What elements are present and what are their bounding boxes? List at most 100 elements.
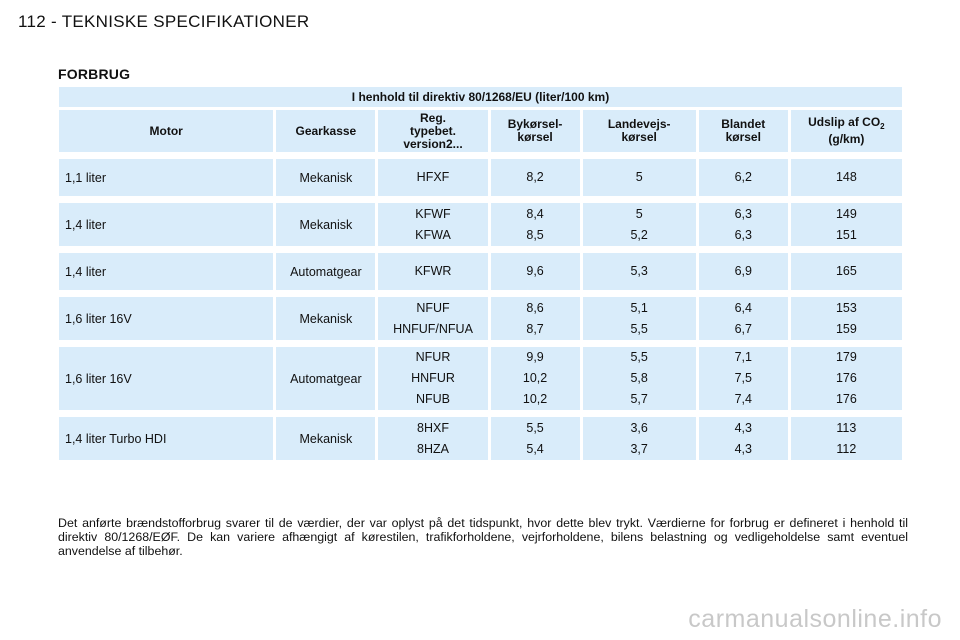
- cell-motor: 1,4 liter Turbo HDI: [59, 417, 274, 460]
- cell-co2-value: 112: [836, 441, 857, 456]
- cell-gearkasse: Mekanisk: [276, 159, 376, 196]
- cell-land-value: 5,3: [630, 264, 648, 278]
- cell-reg: NFUR HNFUR NFUB: [378, 347, 488, 410]
- cell-by-value: 8,7: [526, 321, 544, 336]
- cell-by-value: 8,6: [526, 300, 544, 315]
- cell-blandet-value: 6,3: [734, 206, 752, 221]
- cell-co2: 153 159: [790, 297, 902, 340]
- cell-land-value: 5,2: [630, 227, 648, 242]
- cell-blandet-value: 6,9: [734, 264, 752, 278]
- cell-co2-value: 151: [835, 227, 857, 242]
- cell-motor: 1,1 liter: [59, 159, 274, 196]
- cell-co2-value: 159: [835, 321, 857, 336]
- cell-co2-value: 149: [835, 206, 857, 221]
- cell-blandet-value: 4,3: [734, 441, 752, 456]
- cell-blandet-value: 7,1: [734, 350, 752, 364]
- cell-co2: 179 176 176: [790, 347, 902, 410]
- cell-motor: 1,6 liter 16V: [59, 297, 274, 340]
- footnote: Det anførte brændstofforbrug svarer til …: [58, 516, 908, 558]
- cell-co2: 165: [790, 253, 902, 290]
- cell-blandet-value: 7,5: [734, 371, 752, 385]
- cell-land-value: 5: [635, 206, 643, 221]
- header-landevejs: Landevejs- kørsel: [582, 110, 696, 152]
- cell-blandet-value: 6,3: [734, 227, 752, 242]
- cell-reg-value: HNFUF/NFUA: [393, 321, 473, 336]
- cell-reg: KFWF KFWA: [378, 203, 488, 246]
- cell-by: 8,2: [490, 159, 580, 196]
- cell-land-value: 5: [635, 170, 643, 184]
- cell-motor: 1,4 liter: [59, 253, 274, 290]
- cell-land: 5 5,2: [582, 203, 696, 246]
- watermark: carmanualsonline.info: [688, 605, 942, 633]
- cell-by-value: 10,2: [522, 392, 548, 406]
- cell-land-value: 5,5: [630, 321, 648, 336]
- cell-land: 5,1 5,5: [582, 297, 696, 340]
- cell-motor: 1,6 liter 16V: [59, 347, 274, 410]
- cell-blandet-value: 6,4: [734, 300, 752, 315]
- cell-by-value: 8,5: [526, 227, 544, 242]
- cell-co2-value: 176: [835, 371, 857, 385]
- cell-reg: NFUF HNFUF/NFUA: [378, 297, 488, 340]
- cell-land-value: 5,1: [630, 300, 648, 315]
- cell-blandet-value: 6,2: [734, 170, 752, 184]
- header-motor: Motor: [59, 110, 274, 152]
- cell-blandet: 7,1 7,5 7,4: [698, 347, 788, 410]
- cell-reg: 8HXF 8HZA: [378, 417, 488, 460]
- cell-blandet: 6,2: [698, 159, 788, 196]
- cell-reg: KFWR: [378, 253, 488, 290]
- cell-by-value: 9,6: [526, 264, 544, 278]
- cell-reg-value: KFWF: [415, 206, 451, 221]
- cell-by: 9,6: [490, 253, 580, 290]
- cell-blandet-value: 7,4: [734, 392, 752, 406]
- header-bykorsel: Bykørsel- kørsel: [490, 110, 580, 152]
- cell-reg-value: HFXF: [416, 170, 450, 184]
- cell-motor: 1,4 liter: [59, 203, 274, 246]
- cell-gearkasse: Automatgear: [276, 253, 376, 290]
- cell-land-value: 5,7: [630, 392, 648, 406]
- table-row: 1,6 liter 16V Mekanisk NFUF HNFUF/NFUA 8,6 8,…: [59, 297, 902, 340]
- header-udslip-sub: 2: [880, 122, 885, 131]
- cell-blandet: 6,3 6,3: [698, 203, 788, 246]
- cell-blandet-value: 4,3: [734, 420, 752, 435]
- table-caption: I henhold til direktiv 80/1268/EU (liter…: [59, 87, 902, 107]
- cell-by: 8,4 8,5: [490, 203, 580, 246]
- cell-land: 5,5 5,8 5,7: [582, 347, 696, 410]
- cell-reg-value: NFUB: [415, 392, 451, 406]
- table-row: 1,4 liter Automatgear KFWR 9,6 5,3 6,9 165: [59, 253, 902, 290]
- page-title: 112 - TEKNISKE SPECIFIKATIONER: [18, 12, 310, 31]
- cell-reg-value: HNFUR: [411, 371, 455, 385]
- cell-land: 5,3: [582, 253, 696, 290]
- table-header-row: Motor Gearkasse Reg. typebet. version2..…: [59, 110, 902, 152]
- cell-co2: 148: [790, 159, 902, 196]
- cell-by-value: 8,4: [526, 206, 544, 221]
- cell-gearkasse: Mekanisk: [276, 417, 376, 460]
- cell-reg-value: 8HXF: [417, 420, 449, 435]
- cell-gearkasse: Automatgear: [276, 347, 376, 410]
- cell-co2: 149 151: [790, 203, 902, 246]
- cell-blandet: 6,9: [698, 253, 788, 290]
- cell-gearkasse: Mekanisk: [276, 203, 376, 246]
- cell-co2-value: 153: [835, 300, 857, 315]
- table-caption-row: I henhold til direktiv 80/1268/EU (liter…: [59, 87, 902, 107]
- cell-by-value: 5,4: [526, 441, 544, 456]
- cell-co2: 113 112: [790, 417, 902, 460]
- cell-blandet-value: 6,7: [734, 321, 752, 336]
- cell-co2-value: 148: [835, 170, 857, 184]
- cell-co2-value: 113: [836, 420, 857, 435]
- cell-land: 5: [582, 159, 696, 196]
- cell-land-value: 5,5: [630, 350, 648, 364]
- cell-reg-value: 8HZA: [417, 441, 449, 456]
- cell-by-value: 10,2: [522, 371, 548, 385]
- cell-by-value: 5,5: [526, 420, 544, 435]
- header-gearkasse: Gearkasse: [276, 110, 376, 152]
- cell-land-value: 5,8: [630, 371, 648, 385]
- cell-land-value: 3,6: [630, 420, 648, 435]
- table-row: 1,1 liter Mekanisk HFXF 8,2 5 6,2 148: [59, 159, 902, 196]
- cell-blandet: 4,3 4,3: [698, 417, 788, 460]
- cell-reg: HFXF: [378, 159, 488, 196]
- cell-by-value: 8,2: [526, 170, 544, 184]
- cell-reg-value: KFWA: [415, 227, 451, 242]
- cell-by-value: 9,9: [526, 350, 544, 364]
- table-row: 1,4 liter Mekanisk KFWF KFWA 8,4 8,5 5 5,2 6,3 6,…: [59, 203, 902, 246]
- section-title: FORBRUG: [58, 66, 131, 82]
